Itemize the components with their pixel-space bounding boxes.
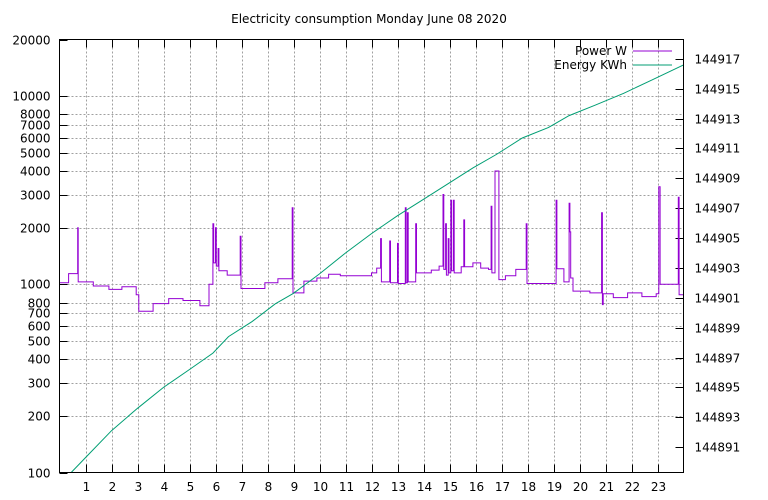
y-right-tick-label: 144913	[695, 113, 741, 127]
x-tick-label: 14	[417, 480, 432, 494]
x-tick-label: 22	[625, 480, 640, 494]
y-left-tick-label: 100	[28, 467, 51, 481]
y-left-tick-label: 600	[28, 320, 51, 334]
y-left-tick-label: 800	[28, 297, 51, 311]
y-left-tick-label: 400	[28, 353, 51, 367]
x-tick-label: 21	[599, 480, 614, 494]
y-left-tick-label: 2000	[20, 222, 51, 236]
y-left-tick-label: 500	[28, 335, 51, 349]
y-left-tick-label: 5000	[20, 147, 51, 161]
x-tick-label: 11	[339, 480, 354, 494]
x-axis: 1 2 3 4 5 6 7 8 9 10 11 12 13 14 15 16 17 18 19 20 21 22 23	[83, 39, 666, 494]
x-tick-label: 7	[239, 480, 247, 494]
y-left-tick-label: 700	[28, 307, 51, 321]
energy-kwh-line	[70, 64, 684, 473]
y-right-tick-label: 144907	[695, 202, 741, 216]
x-tick-label: 6	[213, 480, 221, 494]
y-left-tick-label: 300	[28, 377, 51, 391]
series-group	[59, 64, 684, 473]
x-tick-label: 18	[521, 480, 536, 494]
legend: Power W Energy KWh	[554, 44, 672, 72]
y-right-tick-label: 144911	[695, 142, 741, 156]
y-left-tick-label: 7000	[20, 119, 51, 133]
y-right-tick-label: 144905	[695, 232, 741, 246]
plot-frame	[59, 39, 684, 473]
y-right-tick-label: 144917	[695, 53, 741, 67]
y-right-tick-label: 144895	[695, 381, 741, 395]
y-right-tick-label: 144909	[695, 172, 741, 186]
legend-power-label: Power W	[575, 44, 627, 58]
power-w-line	[59, 170, 684, 312]
y-left-tick-label: 8000	[20, 108, 51, 122]
y-left-tick-label: 1000	[20, 278, 51, 292]
y-right-tick-label: 144915	[695, 83, 741, 97]
y-left-tick-label: 200	[28, 410, 51, 424]
y-left-tick-label: 10000	[12, 90, 50, 104]
legend-energy-label: Energy KWh	[554, 58, 627, 72]
x-tick-label: 9	[291, 480, 299, 494]
y-left-tick-label: 4000	[20, 165, 51, 179]
y-left-tick-label: 3000	[20, 189, 51, 203]
x-tick-label: 2	[109, 480, 117, 494]
x-tick-label: 10	[313, 480, 328, 494]
x-tick-label: 5	[187, 480, 195, 494]
y-right-tick-label: 144891	[695, 441, 741, 455]
y-right-tick-label: 144897	[695, 352, 741, 366]
x-tick-label: 4	[161, 480, 169, 494]
x-tick-label: 19	[547, 480, 562, 494]
grid-lines	[59, 39, 684, 473]
chart-title: Electricity consumption Monday June 08 2…	[231, 12, 507, 26]
x-tick-label: 8	[265, 480, 273, 494]
x-tick-label: 3	[135, 480, 143, 494]
right-axis: 144891 144893 144895 144897 144899 144901 1449…	[675, 53, 741, 455]
x-tick-label: 16	[469, 480, 484, 494]
x-tick-label: 1	[83, 480, 91, 494]
y-left-tick-label: 6000	[20, 132, 51, 146]
x-tick-label: 20	[573, 480, 588, 494]
x-tick-label: 23	[651, 480, 666, 494]
y-right-tick-label: 144893	[695, 411, 741, 425]
y-right-tick-label: 144901	[695, 292, 741, 306]
x-tick-label: 13	[391, 480, 406, 494]
x-tick-label: 15	[443, 480, 458, 494]
y-right-tick-label: 144899	[695, 322, 741, 336]
x-tick-label: 17	[495, 480, 510, 494]
y-left-tick-label: 20000	[12, 34, 50, 48]
y-right-tick-label: 144903	[695, 262, 741, 276]
x-tick-label: 12	[365, 480, 380, 494]
